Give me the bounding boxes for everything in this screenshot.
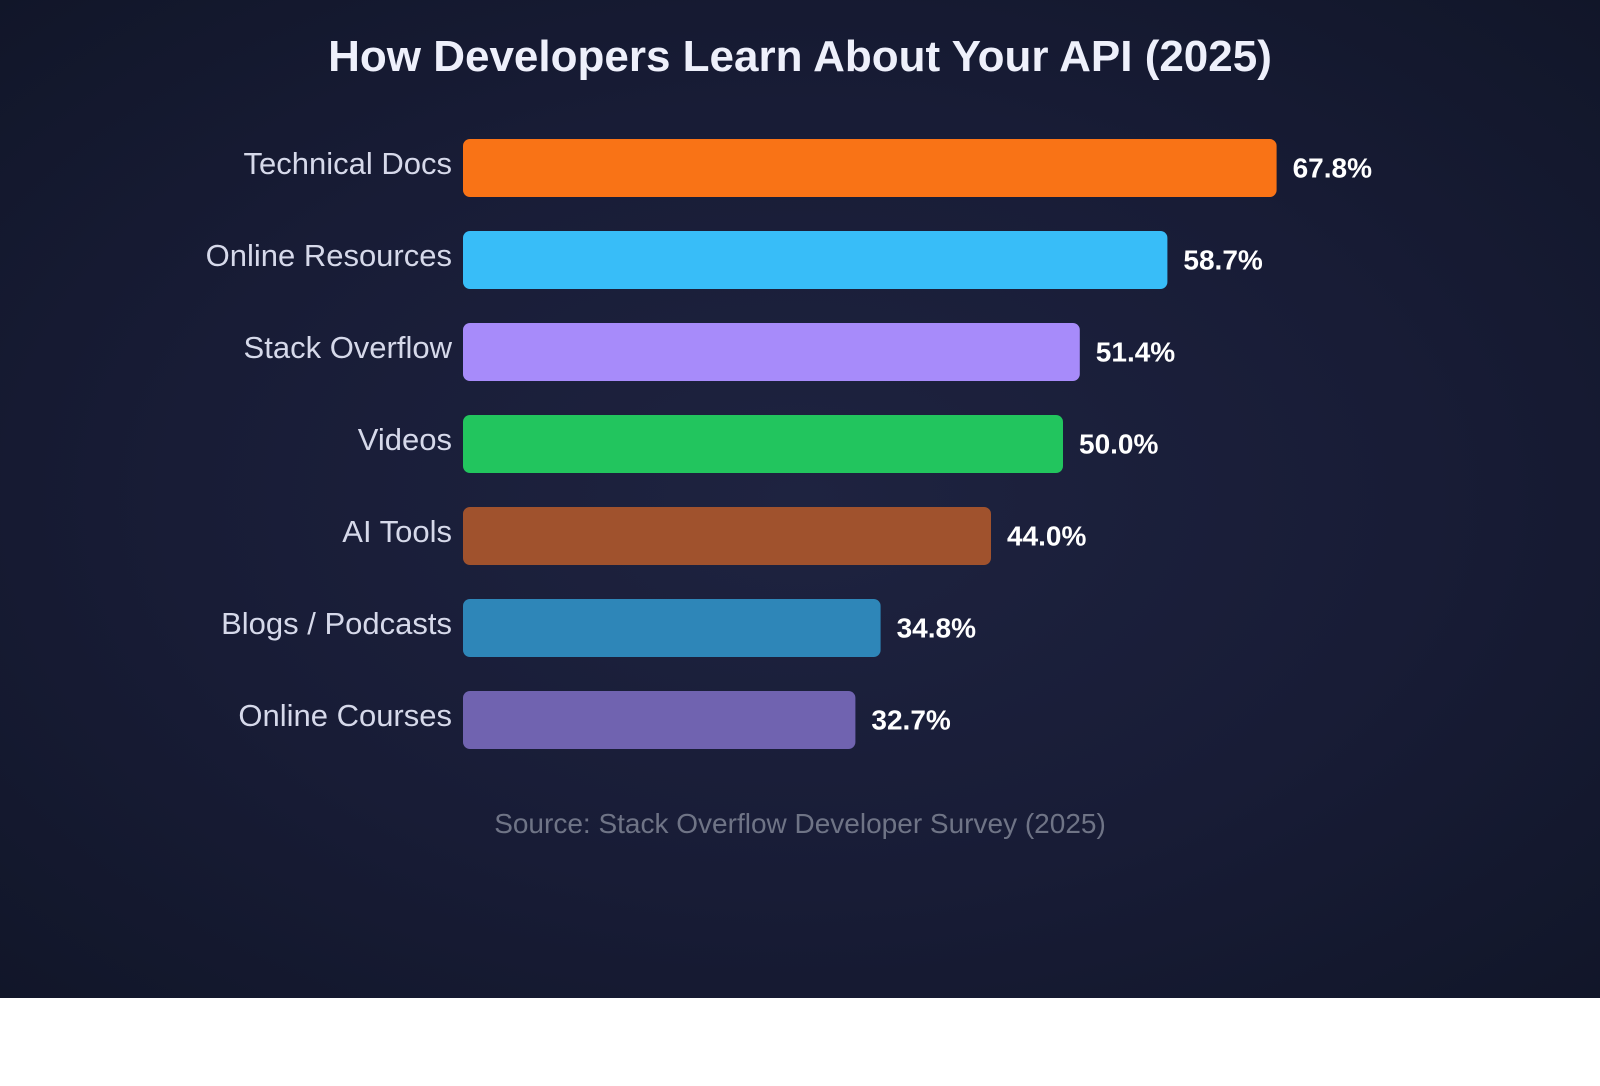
category-label: Videos [358, 422, 452, 457]
category-label: Stack Overflow [244, 330, 453, 365]
value-label: 51.4% [1096, 336, 1175, 367]
category-label: AI Tools [342, 514, 452, 549]
category-label: Technical Docs [244, 146, 452, 181]
category-label: Blogs / Podcasts [221, 606, 452, 641]
bar-3 [463, 415, 1063, 473]
bar-0 [463, 139, 1277, 197]
value-label: 58.7% [1183, 244, 1262, 275]
bar-1 [463, 231, 1168, 289]
chart-background: How Developers Learn About Your API (202… [0, 0, 1600, 998]
bar-2 [463, 323, 1080, 381]
bar-5 [463, 599, 881, 657]
value-label: 34.8% [897, 612, 976, 643]
value-label: 32.7% [871, 704, 950, 735]
value-label: 44.0% [1007, 520, 1086, 551]
bar-6 [463, 691, 856, 749]
category-label: Online Courses [238, 698, 452, 733]
category-label: Online Resources [206, 238, 452, 273]
chart-title: How Developers Learn About Your API (202… [328, 32, 1272, 81]
source-note: Source: Stack Overflow Developer Survey … [494, 808, 1106, 839]
bar-chart: Technical Docs 67.8% Online Resources 58.7%… [205, 139, 1372, 749]
value-label: 50.0% [1079, 428, 1158, 459]
bar-4 [463, 507, 991, 565]
value-label: 67.8% [1293, 152, 1372, 183]
